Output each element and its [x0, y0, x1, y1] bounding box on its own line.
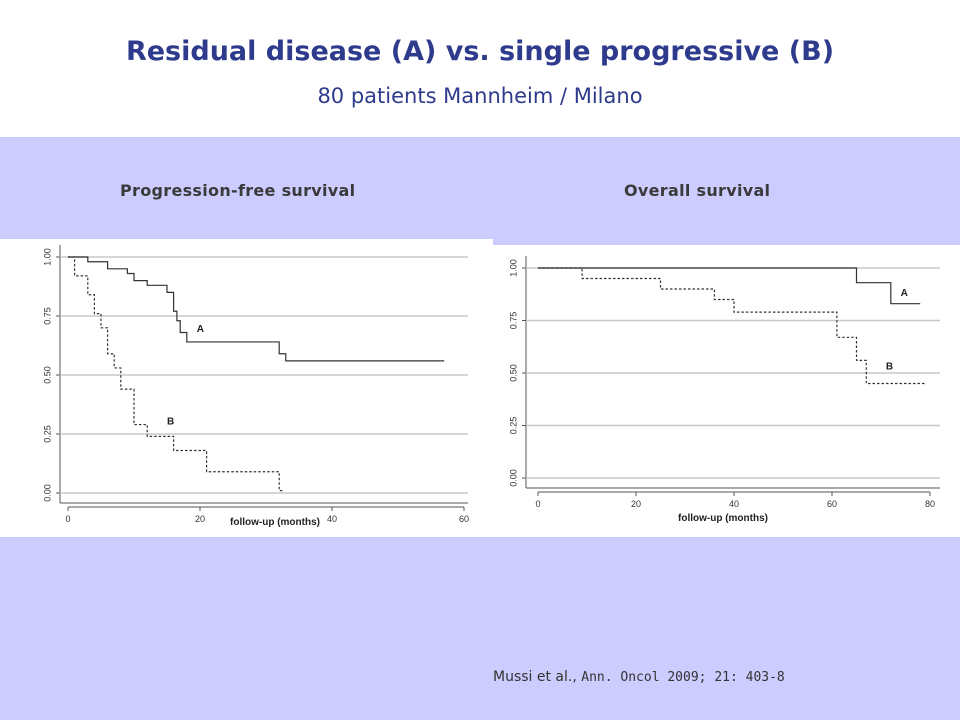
slide-title: Residual disease (A) vs. single progress…	[125, 36, 835, 67]
survival-curve-b	[68, 256, 283, 492]
survival-curve-b	[538, 267, 926, 385]
title-block: Residual disease (A) vs. single progress…	[0, 0, 960, 137]
x-tick-label: 60	[459, 514, 469, 524]
x-tick-label: 0	[65, 514, 70, 524]
x-tick-label: 20	[631, 499, 641, 509]
slide-subtitle: 80 patients Mannheim / Milano	[317, 84, 643, 108]
citation-reference: Ann. Oncol 2009; 21: 403-8	[581, 670, 785, 685]
x-tick-label: 40	[327, 514, 337, 524]
x-axis-title: follow-up (months)	[230, 517, 320, 528]
x-axis-title: follow-up (months)	[678, 513, 768, 524]
os-panel-label: Overall survival	[624, 181, 771, 200]
survival-curve-a	[538, 267, 921, 305]
y-tick-label: 0.00	[42, 484, 52, 502]
y-tick-label: 0.75	[508, 312, 518, 330]
curve-label-a: A	[901, 288, 908, 299]
y-tick-label: 0.75	[42, 307, 52, 325]
curve-label-a: A	[197, 324, 204, 335]
curve-label-b: B	[167, 417, 174, 428]
y-tick-label: 0.25	[508, 417, 518, 435]
y-tick-label: 1.00	[508, 259, 518, 277]
pfs-chart-panel: 0.00 0.25 0.50 0.75 1.00 0 20 40 60 follow-up (mo…	[0, 239, 493, 537]
x-tick-label: 0	[535, 499, 540, 509]
y-tick-label: 0.50	[508, 364, 518, 382]
x-tick-label: 40	[729, 499, 739, 509]
os-chart-panel: 0.00 0.25 0.50 0.75 1.00 0 20 40 60 80 follow-up (…	[493, 245, 960, 537]
os-chart: 0.00 0.25 0.50 0.75 1.00 0 20 40 60 80 follow-up (…	[508, 256, 940, 524]
citation: Mussi et al., Ann. Oncol 2009; 21: 403-8	[493, 669, 785, 685]
x-tick-label: 20	[195, 514, 205, 524]
pfs-chart: 0.00 0.25 0.50 0.75 1.00 0 20 40 60 follow-up (mo…	[42, 245, 469, 528]
citation-authors: Mussi et al.,	[493, 669, 577, 685]
x-tick-label: 80	[925, 499, 935, 509]
y-tick-label: 0.25	[42, 425, 52, 443]
survival-curve-a	[68, 256, 445, 362]
y-tick-label: 0.00	[508, 469, 518, 487]
pfs-panel-label: Progression-free survival	[120, 181, 356, 200]
y-tick-label: 0.50	[42, 366, 52, 384]
curve-label-b: B	[886, 362, 893, 373]
x-tick-label: 60	[827, 499, 837, 509]
y-tick-label: 1.00	[42, 248, 52, 266]
